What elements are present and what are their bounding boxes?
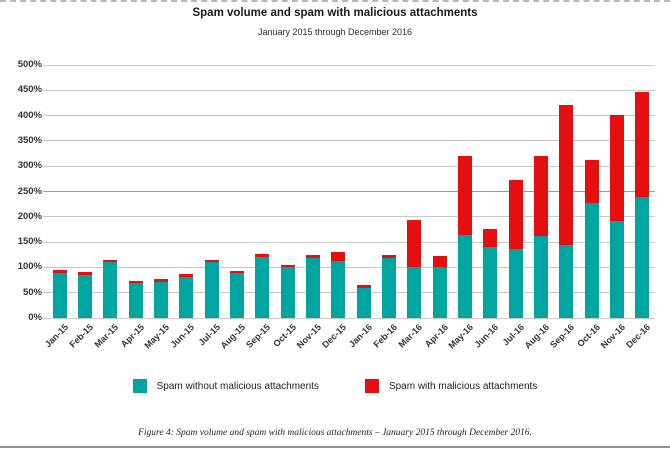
bar-dec-16-spam-without — [635, 196, 650, 318]
bar-jul-16-spam-with — [508, 180, 523, 249]
legend-swatch-teal — [132, 379, 147, 393]
bar-may-16-spam-without — [458, 234, 472, 318]
gridline-350 — [43, 140, 655, 142]
bar-aug-16-spam-without — [534, 235, 548, 318]
bar-may-16-spam-with — [458, 156, 472, 235]
bar-dec-15-spam-without — [331, 261, 346, 318]
bar-apr-15-spam-with — [128, 280, 143, 283]
bar-sep-15-spam-without — [255, 256, 270, 318]
gridline-200 — [43, 216, 655, 218]
bar-aug-15-spam-with — [230, 270, 244, 273]
bar-dec-15-spam-with — [331, 252, 346, 262]
bar-jan-16-spam-with — [356, 285, 371, 288]
bar-jan-15-spam-with — [52, 269, 67, 273]
bar-apr-15-spam-without — [128, 282, 143, 318]
bar-apr-16-spam-without — [432, 267, 447, 318]
bar-may-15-spam-with — [154, 279, 168, 282]
bar-oct-15-spam-without — [280, 267, 295, 318]
y-axis-tick-label: 100% — [17, 261, 42, 273]
bar-sep-16-spam-without — [559, 245, 574, 318]
bar-oct-15-spam-with — [280, 265, 295, 268]
y-axis-tick-label: 400% — [17, 109, 42, 121]
bar-nov-15-spam-with — [306, 255, 320, 258]
y-axis-tick-label: 350% — [17, 134, 42, 146]
bar-nov-16-spam-with — [610, 114, 624, 221]
bar-aug-15-spam-without — [230, 272, 244, 318]
legend-swatch-red — [364, 379, 379, 393]
y-axis-tick-label: 450% — [17, 84, 42, 96]
legend-label: Spam without malicious attachments — [156, 380, 319, 392]
gridline-450 — [43, 89, 655, 91]
bar-nov-15-spam-without — [306, 257, 320, 318]
bar-feb-15-spam-with — [78, 272, 92, 276]
chart-title: Spam volume and spam with malicious atta… — [192, 7, 478, 19]
bar-feb-16-spam-without — [382, 258, 396, 318]
gridline-300 — [43, 165, 655, 167]
bar-sep-16-spam-with — [559, 105, 574, 246]
legend-item-spam-without: Spam without malicious attachments — [132, 379, 319, 393]
bar-apr-16-spam-with — [432, 256, 447, 268]
bar-mar-16-spam-without — [407, 266, 422, 318]
bar-mar-15-spam-with — [103, 260, 118, 263]
bar-jan-16-spam-without — [356, 287, 371, 318]
bar-jul-15-spam-without — [204, 262, 219, 318]
chart-subtitle: January 2015 through December 2016 — [257, 27, 413, 37]
gridline-0 — [43, 317, 655, 319]
bottom-divider — [0, 446, 670, 448]
legend-item-spam-with: Spam with malicious attachments — [364, 379, 538, 393]
bar-sep-15-spam-with — [255, 254, 270, 257]
plot-area — [43, 64, 655, 319]
gridline-150 — [43, 241, 655, 243]
bar-oct-16-spam-with — [584, 160, 599, 203]
bar-may-15-spam-without — [154, 281, 168, 318]
legend: Spam without malicious attachments Spam … — [0, 376, 670, 396]
bar-dec-16-spam-with — [635, 91, 650, 197]
bar-feb-16-spam-with — [382, 255, 396, 259]
y-axis-tick-label: 250% — [17, 185, 42, 197]
bar-jan-15-spam-without — [52, 272, 67, 318]
gridline-250 — [43, 191, 655, 192]
bar-jun-15-spam-with — [179, 274, 194, 277]
y-axis-tick-label: 500% — [17, 59, 42, 70]
bar-nov-16-spam-without — [610, 220, 624, 318]
y-axis-tick-label: 0% — [28, 312, 42, 323]
gridline-500 — [43, 64, 655, 66]
y-axis-tick-label: 200% — [17, 210, 42, 222]
gridline-50 — [43, 292, 655, 294]
y-axis-tick-label: 50% — [22, 286, 42, 298]
y-axis-tick-label: 150% — [17, 236, 42, 248]
top-divider — [0, 0, 670, 2]
figure-caption: Figure 4: Spam volume and spam with mali… — [138, 428, 532, 438]
legend-label: Spam with malicious attachments — [388, 380, 538, 392]
gridline-100 — [43, 266, 655, 268]
y-axis-tick-label: 300% — [17, 160, 42, 172]
bar-jun-16-spam-without — [483, 247, 498, 318]
bar-oct-16-spam-without — [584, 202, 599, 318]
gridline-400 — [43, 115, 655, 117]
bar-aug-16-spam-with — [534, 156, 548, 236]
bar-jun-16-spam-with — [483, 229, 498, 248]
bar-mar-16-spam-with — [407, 220, 422, 267]
bar-jul-15-spam-with — [204, 260, 219, 263]
bar-jul-16-spam-without — [508, 248, 523, 318]
bar-mar-15-spam-without — [103, 262, 118, 318]
bar-jun-15-spam-without — [179, 277, 194, 318]
bar-feb-15-spam-without — [78, 275, 92, 318]
